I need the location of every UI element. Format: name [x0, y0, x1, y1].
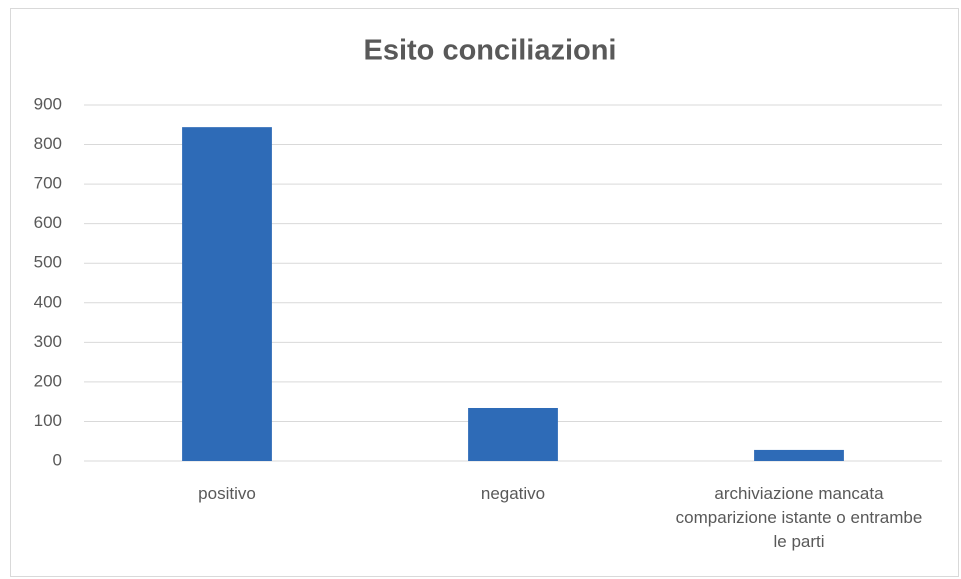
bar — [182, 127, 272, 461]
y-tick-label: 400 — [34, 292, 62, 311]
bar — [754, 449, 844, 461]
y-tick-label: 200 — [34, 371, 62, 390]
y-tick-label: 500 — [34, 253, 62, 272]
y-tick-label: 800 — [34, 134, 62, 153]
y-tick-label: 900 — [34, 94, 62, 113]
y-tick-label: 0 — [53, 450, 62, 469]
chart-border — [10, 8, 959, 577]
y-tick-label: 300 — [34, 332, 62, 351]
x-tick-label: archiviazione mancata comparizione istan… — [675, 484, 923, 551]
x-tick-label: negativo — [480, 484, 546, 503]
bar — [468, 407, 558, 461]
x-tick-label: positivo — [198, 484, 256, 503]
y-tick-label: 100 — [34, 411, 62, 430]
y-tick-label: 600 — [34, 213, 62, 232]
chart-title: Esito conciliazioni — [364, 35, 617, 67]
y-tick-label: 700 — [34, 174, 62, 193]
